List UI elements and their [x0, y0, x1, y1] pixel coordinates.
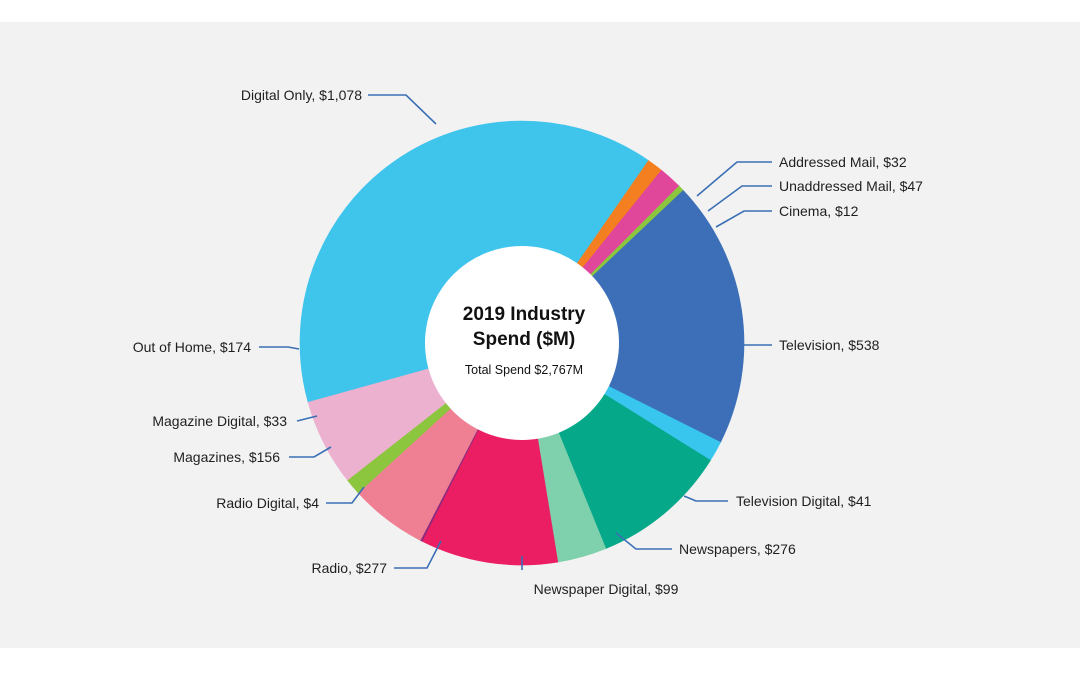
leader-line-addressed-mail [696, 161, 772, 197]
label-television: Television, $538 [779, 337, 880, 353]
label-newspaper-digital: Newspaper Digital, $99 [534, 581, 679, 597]
label-unaddressed-mail: Unaddressed Mail, $47 [779, 178, 923, 194]
donut-hole [425, 246, 619, 440]
label-radio: Radio, $277 [311, 560, 387, 576]
leader-line-cinema [715, 210, 772, 228]
label-magazines: Magazines, $156 [173, 449, 280, 465]
leader-line-radio [394, 540, 442, 569]
label-television-digital: Television Digital, $41 [736, 493, 872, 509]
label-out-of-home: Out of Home, $174 [133, 339, 252, 355]
label-cinema: Cinema, $12 [779, 203, 859, 219]
label-digital-only: Digital Only, $1,078 [241, 87, 362, 103]
slice-labels: Digital Only, $1,078 Addressed Mail, $32 U… [133, 87, 923, 597]
center-total-spend: Total Spend $2,767M [465, 363, 583, 377]
center-title-line-2: Spend ($M) [473, 329, 575, 350]
leader-line-magazine-digital [296, 415, 318, 422]
leader-line-unaddressed-mail [707, 185, 772, 212]
leader-line-out-of-home [259, 346, 300, 350]
center-title-line-1: 2019 Industry [463, 304, 586, 325]
leader-line-magazines [289, 446, 332, 458]
label-magazine-digital: Magazine Digital, $33 [152, 413, 287, 429]
leader-line-television-digital [683, 495, 728, 502]
slice-television [521, 190, 745, 443]
label-leader-lines [259, 94, 772, 570]
leader-line-newspapers [615, 532, 672, 550]
label-addressed-mail: Addressed Mail, $32 [779, 154, 907, 170]
leader-line-digital-only [368, 94, 437, 125]
label-radio-digital: Radio Digital, $4 [216, 495, 319, 511]
label-newspapers: Newspapers, $276 [679, 541, 796, 557]
leader-line-radio-digital [326, 486, 365, 504]
